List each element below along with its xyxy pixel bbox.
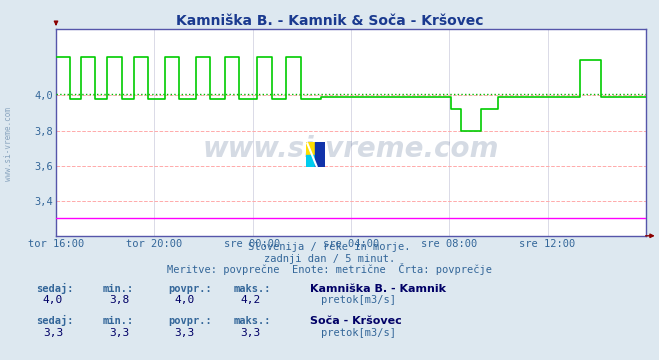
Text: maks.:: maks.: [234, 284, 272, 294]
Text: min.:: min.: [102, 284, 133, 294]
Text: Kamniška B. - Kamnik: Kamniška B. - Kamnik [310, 284, 445, 294]
Text: Soča - Kršovec: Soča - Kršovec [310, 316, 401, 326]
Text: pretok[m3/s]: pretok[m3/s] [321, 295, 396, 305]
Text: Kamniška B. - Kamnik & Soča - Kršovec: Kamniška B. - Kamnik & Soča - Kršovec [176, 14, 483, 28]
Text: min.:: min.: [102, 316, 133, 326]
Text: 3,3: 3,3 [241, 328, 261, 338]
Bar [315, 142, 325, 167]
Text: zadnji dan / 5 minut.: zadnji dan / 5 minut. [264, 254, 395, 264]
Text: 4,2: 4,2 [241, 295, 261, 305]
Text: www.si-vreme.com: www.si-vreme.com [203, 135, 499, 163]
Text: 4,0: 4,0 [43, 295, 63, 305]
Text: www.si-vreme.com: www.si-vreme.com [4, 107, 13, 181]
Text: 4,0: 4,0 [175, 295, 195, 305]
Text: Meritve: povprečne  Enote: metrične  Črta: povprečje: Meritve: povprečne Enote: metrične Črta:… [167, 263, 492, 275]
Text: 3,8: 3,8 [109, 295, 129, 305]
Text: 3,3: 3,3 [43, 328, 63, 338]
Text: sedaj:: sedaj: [36, 283, 74, 294]
Bar [306, 155, 316, 167]
Text: 3,3: 3,3 [175, 328, 195, 338]
Text: 3,3: 3,3 [109, 328, 129, 338]
Text: Slovenija / reke in morje.: Slovenija / reke in morje. [248, 242, 411, 252]
Text: pretok[m3/s]: pretok[m3/s] [321, 328, 396, 338]
Text: sedaj:: sedaj: [36, 315, 74, 326]
Bar [306, 142, 316, 155]
Text: maks.:: maks.: [234, 316, 272, 326]
Text: povpr.:: povpr.: [168, 316, 212, 326]
Text: povpr.:: povpr.: [168, 284, 212, 294]
